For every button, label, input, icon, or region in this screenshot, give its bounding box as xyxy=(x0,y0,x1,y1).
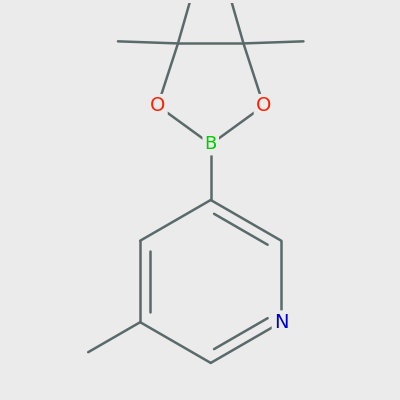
Text: O: O xyxy=(150,96,165,115)
Text: B: B xyxy=(204,135,217,153)
Text: O: O xyxy=(256,96,272,115)
Text: N: N xyxy=(274,313,288,332)
